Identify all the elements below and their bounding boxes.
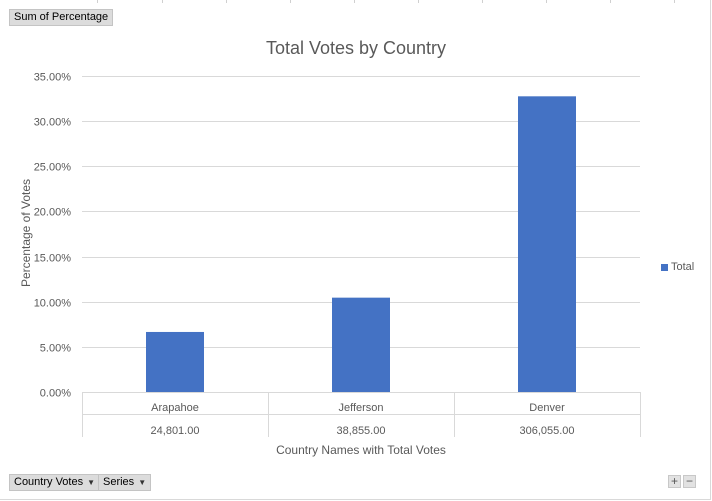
x-tick-sublabel: 306,055.00 [519, 425, 574, 437]
x-tick-label: Jefferson [338, 402, 383, 414]
y-tick-label: 5.00% [40, 343, 71, 355]
x-tick-sublabel: 24,801.00 [151, 425, 200, 437]
dropdown-arrow-icon: ▼ [138, 478, 147, 487]
y-tick-label: 10.00% [34, 298, 72, 310]
dropdown-arrow-icon: ▼ [87, 478, 96, 487]
bar-jefferson [332, 297, 390, 392]
y-tick-label: 30.00% [34, 117, 72, 129]
legend-field-button[interactable]: Series ▼ [98, 474, 152, 491]
bar-arapahoe [146, 331, 204, 392]
value-field-button[interactable]: Sum of Percentage [9, 9, 114, 26]
legend-entry-total: Total [671, 261, 695, 273]
y-tick-label: 20.00% [34, 207, 72, 219]
y-tick-label: 0.00% [40, 388, 71, 400]
value-field-label: Sum of Percentage [14, 11, 109, 23]
zoom-out-button[interactable]: − [683, 475, 696, 488]
sheet-gridline-strip [0, 0, 712, 3]
x-tick-sublabel: 38,855.00 [337, 425, 386, 437]
legend-swatch [661, 263, 668, 271]
x-tick-label: Arapahoe [151, 402, 199, 414]
y-tick-label: 15.00% [34, 253, 72, 265]
y-tick-label: 35.00% [34, 72, 72, 84]
y-tick-label: 25.00% [34, 162, 72, 174]
legend-field-label: Series [103, 476, 135, 488]
zoom-in-button[interactable]: + [668, 475, 681, 488]
legend[interactable]: Total [661, 261, 694, 273]
x-tick-label: Denver [529, 402, 565, 414]
axis-field-label: Country Votes [14, 476, 84, 488]
x-axis-label: Country Names with Total Votes [276, 443, 446, 457]
chart-title: Total Votes by Country [265, 38, 447, 58]
bar-denver [518, 96, 576, 393]
axis-field-button[interactable]: Country Votes ▼ [9, 474, 101, 491]
